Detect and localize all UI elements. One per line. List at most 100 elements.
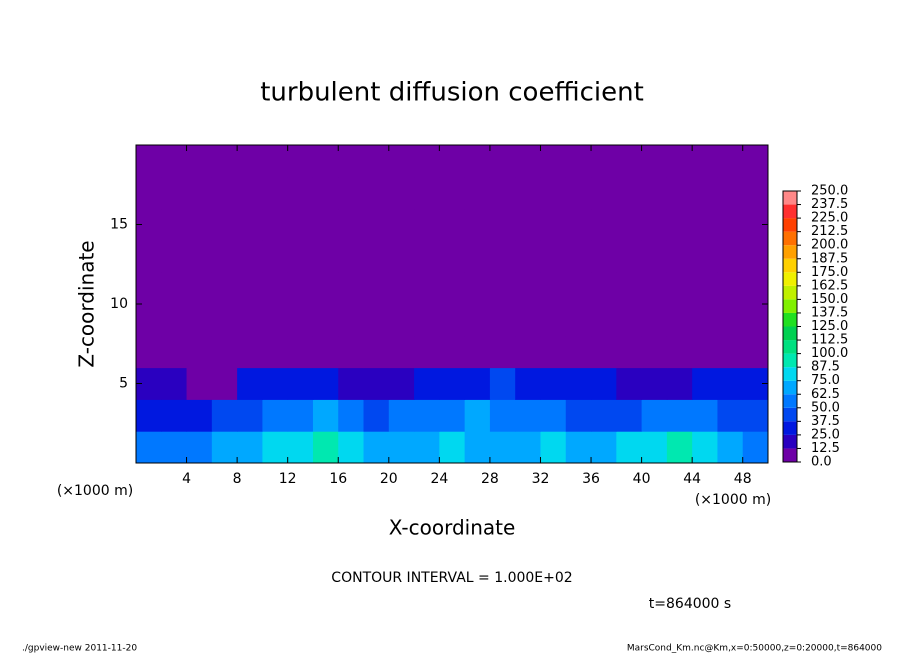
heat-cell	[312, 399, 339, 432]
heat-cell	[186, 240, 213, 273]
colorbar-label: 137.5	[811, 305, 848, 320]
heat-cell	[540, 176, 567, 210]
heat-cell	[136, 240, 162, 273]
heat-cell	[237, 208, 263, 241]
heat-cell	[161, 335, 188, 369]
heat-cell	[717, 208, 744, 241]
heat-cell	[237, 431, 263, 464]
chart-title: turbulent diffusion coefficient	[260, 78, 644, 108]
heat-cell	[666, 176, 693, 210]
heat-cell	[338, 145, 365, 178]
heat-cell	[414, 176, 440, 210]
colorbar-label: 87.5	[811, 360, 840, 375]
heat-cell	[439, 335, 466, 369]
colorbar-swatch	[783, 245, 797, 259]
heat-cell	[717, 367, 744, 400]
heat-cell	[388, 145, 415, 178]
heat-cell	[237, 367, 263, 400]
heat-cell	[363, 272, 390, 305]
heat-cell	[717, 399, 744, 432]
heat-cell	[515, 335, 541, 369]
heat-cell	[540, 208, 567, 241]
heat-cell	[616, 367, 643, 400]
heat-cell	[489, 272, 516, 305]
x-tick-label: 16	[329, 471, 347, 487]
heat-cell	[211, 399, 238, 432]
heat-cell	[287, 431, 314, 464]
heat-cell	[489, 335, 516, 369]
heat-cell	[515, 176, 541, 210]
heat-cell	[565, 335, 592, 369]
heat-cell	[616, 399, 643, 432]
x-tick-label: 12	[279, 471, 297, 487]
heat-cell	[666, 145, 693, 178]
colorbar-label: 112.5	[811, 333, 848, 348]
heat-cell	[489, 431, 516, 464]
heat-cell	[717, 272, 744, 305]
colorbar-swatch	[783, 394, 797, 408]
heat-cell	[717, 176, 744, 210]
heat-cell	[237, 399, 263, 432]
heat-cell	[237, 272, 263, 305]
y-tick-label: 15	[110, 217, 128, 233]
heat-cell	[666, 367, 693, 400]
heat-cell	[464, 399, 491, 432]
heat-cell	[540, 399, 567, 432]
heat-cell	[363, 335, 390, 369]
heat-cell	[262, 335, 289, 369]
heat-cell	[666, 399, 693, 432]
heat-cell	[439, 431, 466, 464]
heat-cell	[136, 145, 162, 178]
heat-cell	[186, 304, 213, 337]
heat-cell	[161, 431, 188, 464]
heat-cell	[565, 431, 592, 464]
colorbar-swatch	[783, 272, 797, 286]
heat-cell	[414, 240, 440, 273]
heat-cell	[312, 304, 339, 337]
heat-cell	[363, 399, 390, 432]
heat-cell	[591, 399, 617, 432]
heat-cell	[136, 176, 162, 210]
colorbar-swatch	[783, 448, 797, 462]
heat-cell	[489, 176, 516, 210]
heat-cell	[591, 176, 617, 210]
x-tick-label: 8	[233, 471, 242, 487]
heat-cell	[540, 367, 567, 400]
heat-cell	[211, 304, 238, 337]
colorbar-label: 200.0	[811, 238, 848, 253]
heat-cell	[338, 431, 365, 464]
heat-cell	[591, 431, 617, 464]
heat-cell	[211, 335, 238, 369]
heat-cell	[515, 399, 541, 432]
heat-cell	[515, 145, 541, 178]
heat-cell	[161, 208, 188, 241]
heat-cell	[363, 145, 390, 178]
heat-cell	[464, 335, 491, 369]
colorbar-label: 12.5	[811, 441, 840, 456]
heat-cell	[464, 367, 491, 400]
heat-cell	[262, 272, 289, 305]
colorbar-label: 150.0	[811, 292, 848, 307]
heat-cell	[287, 145, 314, 178]
heat-cell	[489, 367, 516, 400]
heat-cell	[237, 145, 263, 178]
heat-cell	[591, 272, 617, 305]
heat-cell	[641, 367, 668, 400]
heat-cell	[388, 335, 415, 369]
heat-cell	[211, 272, 238, 305]
heat-cell	[464, 304, 491, 337]
heat-cell	[565, 304, 592, 337]
heat-cell	[439, 399, 466, 432]
heat-cell	[211, 208, 238, 241]
heat-cell	[591, 240, 617, 273]
heat-cell	[489, 240, 516, 273]
heat-cell	[262, 431, 289, 464]
heat-cell	[616, 272, 643, 305]
heat-cell	[641, 208, 668, 241]
heat-cell	[287, 335, 314, 369]
colorbar-label: 100.0	[811, 346, 848, 361]
x-tick-label: 36	[582, 471, 600, 487]
colorbar-swatch	[783, 367, 797, 381]
heat-cell	[616, 208, 643, 241]
